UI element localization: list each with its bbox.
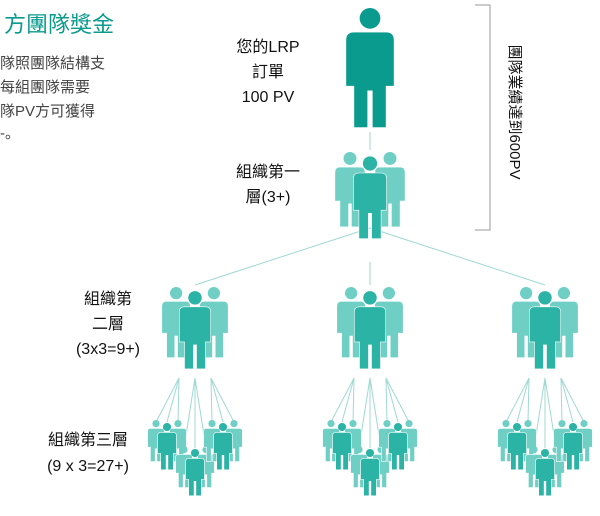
person-head bbox=[512, 423, 522, 432]
person-body bbox=[354, 306, 386, 370]
person-head bbox=[540, 449, 550, 458]
person-head bbox=[230, 420, 238, 428]
person-head bbox=[502, 420, 510, 428]
level2-label: 二層 bbox=[92, 316, 124, 333]
connector bbox=[527, 377, 530, 423]
person-head bbox=[327, 420, 335, 428]
person-head bbox=[362, 156, 378, 171]
intro-line: 隊照團隊結構支 bbox=[0, 55, 105, 72]
person-head bbox=[208, 420, 216, 428]
connector bbox=[385, 377, 388, 423]
person-body bbox=[185, 458, 205, 497]
title: 方團隊獎金 bbox=[4, 12, 114, 37]
connector bbox=[155, 377, 180, 423]
person-head bbox=[359, 8, 381, 29]
person-head bbox=[383, 152, 397, 165]
connector bbox=[352, 377, 355, 423]
connector bbox=[385, 377, 399, 423]
top-label: 訂單 bbox=[252, 63, 284, 81]
top-label: 您的LRP bbox=[236, 38, 299, 56]
person-head bbox=[162, 423, 172, 432]
person-head bbox=[557, 287, 571, 300]
connector bbox=[177, 377, 180, 423]
connector bbox=[210, 377, 224, 423]
connector bbox=[166, 377, 180, 423]
connector bbox=[210, 377, 213, 423]
level3-label: 組織第三層 bbox=[48, 431, 128, 449]
person-body bbox=[213, 432, 233, 471]
connector bbox=[194, 227, 371, 286]
person-head bbox=[218, 423, 228, 432]
connector bbox=[560, 377, 574, 423]
person-head bbox=[188, 291, 202, 305]
person-body bbox=[332, 432, 352, 471]
person-body bbox=[353, 172, 387, 239]
person-body bbox=[529, 306, 561, 370]
person-head bbox=[365, 449, 375, 458]
person-head bbox=[519, 287, 533, 300]
person-head bbox=[190, 449, 200, 458]
connector bbox=[516, 377, 530, 423]
intro-line: 每組團隊需要 bbox=[0, 79, 90, 96]
person-head bbox=[343, 152, 357, 165]
intro-line: 隊PV方可獲得 bbox=[0, 103, 95, 120]
person-head bbox=[355, 446, 363, 454]
person-head bbox=[580, 420, 588, 428]
level1-label: 組織第一 bbox=[236, 163, 300, 181]
person-head bbox=[207, 287, 221, 300]
person-head bbox=[349, 420, 357, 428]
person-body bbox=[157, 432, 177, 471]
level2-label: 組織第 bbox=[84, 290, 132, 308]
person-head bbox=[383, 420, 391, 428]
bracket-label: 團隊業績達到600PV bbox=[506, 44, 523, 179]
person-head bbox=[524, 420, 532, 428]
person-head bbox=[382, 287, 396, 300]
bracket bbox=[475, 4, 491, 231]
person-head bbox=[538, 291, 552, 305]
person-head bbox=[405, 420, 413, 428]
person-head bbox=[530, 446, 538, 454]
level2-label: (3x3=9+) bbox=[76, 341, 140, 358]
connector bbox=[341, 377, 355, 423]
level1-label: 層(3+) bbox=[246, 189, 291, 206]
person-head bbox=[344, 287, 358, 300]
connector bbox=[505, 377, 530, 423]
person-body bbox=[345, 31, 395, 128]
connector bbox=[330, 377, 355, 423]
person-head bbox=[337, 423, 347, 432]
level3-label: (9 x 3=27+) bbox=[47, 458, 129, 475]
person-head bbox=[169, 287, 183, 300]
person-body bbox=[535, 458, 555, 497]
top-label: 100 PV bbox=[242, 89, 295, 106]
person-body bbox=[507, 432, 527, 471]
person-head bbox=[180, 446, 188, 454]
person-head bbox=[393, 423, 403, 432]
person-body bbox=[388, 432, 408, 471]
person-body bbox=[179, 306, 211, 370]
person-head bbox=[363, 291, 377, 305]
intro-line: -。 bbox=[0, 125, 20, 142]
person-head bbox=[152, 420, 160, 428]
connector bbox=[560, 377, 563, 423]
connector bbox=[210, 377, 235, 423]
person-body bbox=[563, 432, 583, 471]
connector bbox=[385, 377, 410, 423]
person-body bbox=[360, 458, 380, 497]
person-head bbox=[558, 420, 566, 428]
connector bbox=[560, 377, 585, 423]
connector bbox=[369, 227, 546, 286]
person-head bbox=[568, 423, 578, 432]
person-head bbox=[174, 420, 182, 428]
